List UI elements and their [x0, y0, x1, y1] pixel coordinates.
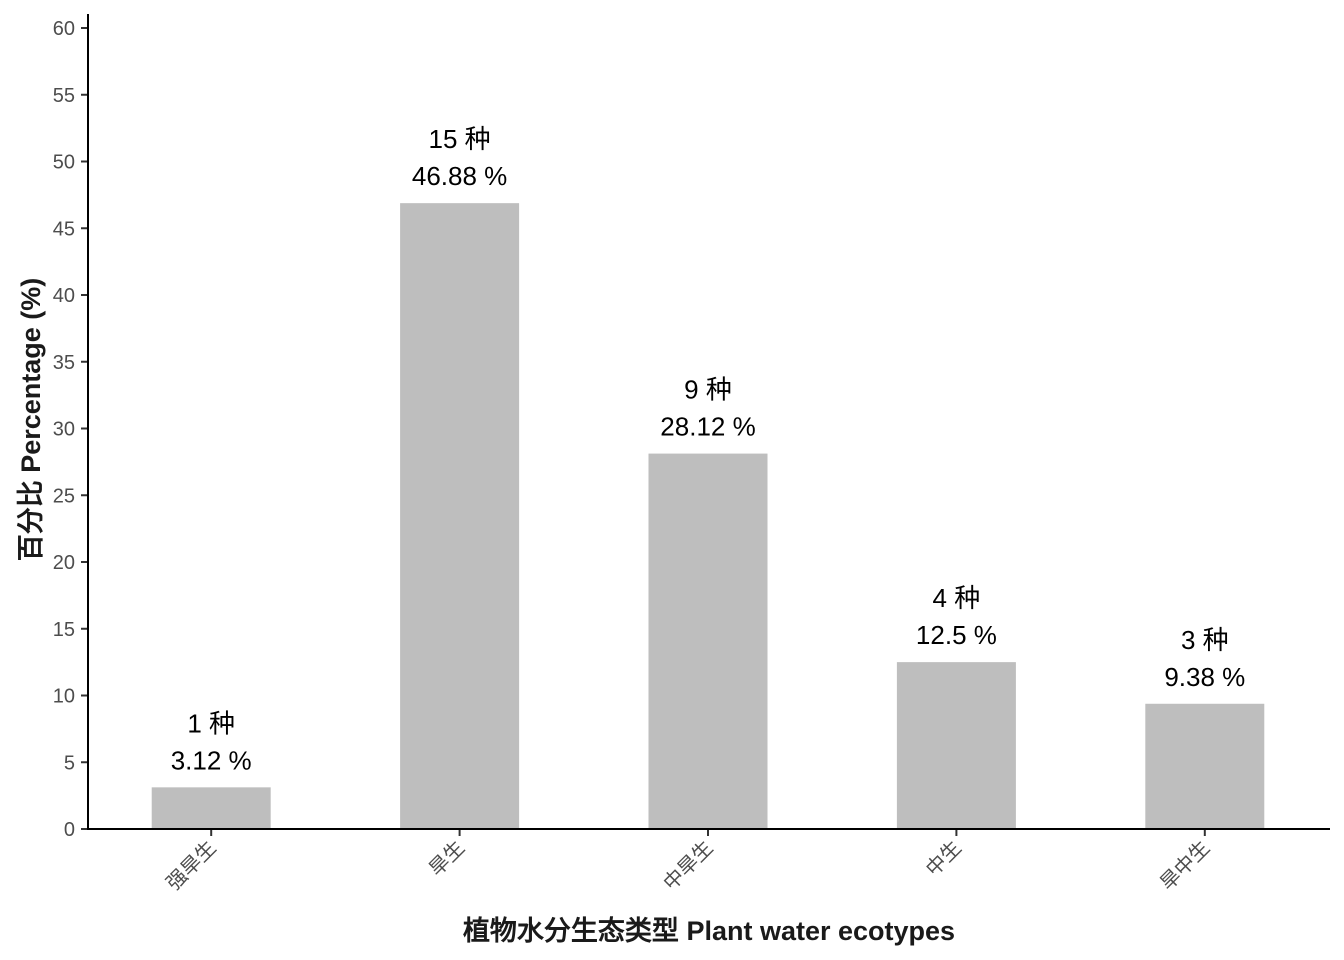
y-tick-label: 50 [53, 152, 75, 174]
bar [896, 662, 1016, 829]
x-tick-label: 旱中生 [1155, 836, 1214, 895]
y-tick-label: 20 [53, 552, 75, 574]
data-labels: 1 种 3.12 % 15 种 46.88 % 9 种 28.12 % 4 种 12.5 % 3… [171, 124, 1246, 775]
count-label: 3 种 [1181, 625, 1229, 655]
y-tick-label: 55 [53, 85, 75, 107]
percent-label: 3.12 % [171, 745, 252, 775]
x-tick-label: 强旱生 [161, 836, 220, 895]
x-tick-label: 中旱生 [658, 836, 717, 895]
x-axis-ticks: 强旱生 旱生 中旱生 中生 旱中生 [161, 829, 1214, 895]
bar [400, 203, 520, 830]
x-tick-label: 中生 [921, 836, 966, 881]
y-tick-label: 0 [64, 819, 75, 841]
percent-label: 46.88 % [412, 161, 507, 191]
y-axis-ticks: 0 5 10 15 20 25 30 35 40 45 50 55 60 [53, 18, 88, 841]
y-tick-label: 15 [53, 619, 75, 641]
y-tick-label: 25 [53, 485, 75, 507]
count-label: 4 种 [933, 583, 981, 613]
percent-label: 28.12 % [660, 412, 755, 442]
y-tick-label: 45 [53, 218, 75, 240]
y-tick-label: 30 [53, 419, 75, 441]
x-tick-label: 旱生 [424, 836, 469, 881]
y-tick-label: 5 [64, 752, 75, 774]
bar [151, 787, 271, 829]
count-label: 1 种 [187, 708, 235, 738]
percent-label: 12.5 % [916, 620, 997, 650]
y-tick-label: 10 [53, 686, 75, 708]
x-axis-title: 植物水分生态类型 Plant water ecotypes [463, 915, 955, 946]
percent-label: 9.38 % [1164, 662, 1245, 692]
bar [648, 453, 768, 829]
y-tick-label: 40 [53, 285, 75, 307]
y-tick-label: 35 [53, 352, 75, 374]
bar [1145, 703, 1265, 829]
y-axis-title: 百分比 Percentage (%) [16, 278, 46, 562]
bars [151, 203, 1265, 830]
count-label: 9 种 [684, 375, 732, 405]
count-label: 15 种 [429, 124, 491, 154]
y-tick-label: 60 [53, 18, 75, 40]
